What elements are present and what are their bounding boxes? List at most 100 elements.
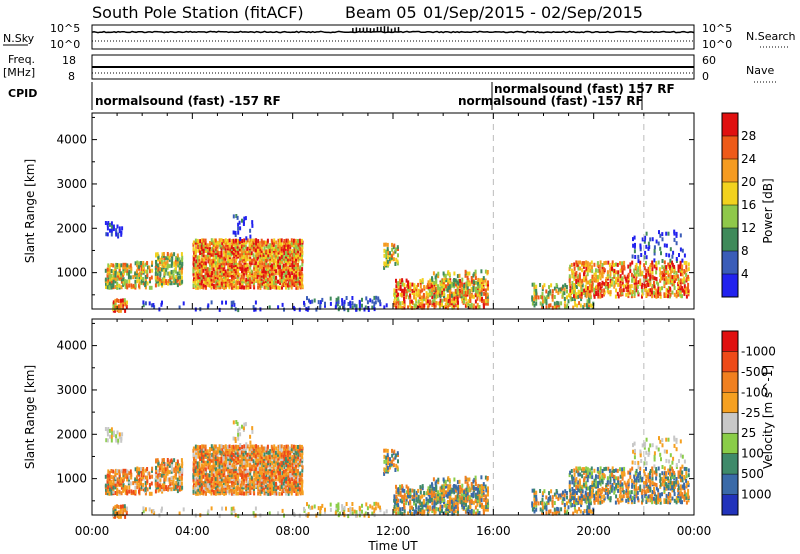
echo-cell: [286, 455, 289, 460]
echo-cell: [569, 288, 572, 293]
echo-cell: [531, 295, 534, 300]
echo-cell: [165, 279, 167, 284]
echo-cell: [387, 262, 390, 266]
echo-cell: [392, 257, 395, 262]
echo-cell: [269, 459, 272, 464]
echo-cell: [564, 299, 567, 303]
echo-cell: [266, 463, 269, 468]
echo-cell: [472, 305, 475, 310]
echo-cell: [613, 263, 615, 267]
echo-cell: [136, 469, 139, 473]
echo-cell: [399, 493, 402, 498]
echo-cell: [270, 269, 273, 274]
echo-cell: [237, 308, 240, 313]
echo-cell: [163, 256, 166, 260]
echo-cell: [192, 448, 195, 453]
echo-cell: [161, 473, 163, 478]
echo-cell: [385, 455, 388, 460]
echo-cell: [644, 250, 647, 255]
echo-cell: [655, 239, 658, 244]
echo-cell: [255, 463, 258, 468]
echo-cell: [279, 247, 282, 252]
echo-cell: [384, 467, 387, 472]
echo-cell: [399, 278, 401, 283]
echo-cell: [474, 293, 477, 298]
echo-cell: [270, 245, 273, 250]
echo-cell: [575, 260, 578, 265]
echo-cell: [617, 274, 620, 279]
echo-cell: [423, 503, 425, 508]
echo-cell: [681, 272, 684, 277]
echo-cell: [253, 444, 256, 449]
echo-cell: [232, 420, 235, 425]
echo-cell: [230, 245, 233, 250]
echo-cell: [212, 242, 215, 247]
echo-cell: [253, 238, 256, 243]
echo-cell: [615, 262, 617, 267]
echo-cell: [198, 475, 201, 480]
echo-cell: [429, 291, 432, 296]
echo-cell: [108, 273, 111, 278]
echo-cell: [178, 487, 181, 492]
echo-cell: [591, 269, 594, 274]
echo-cell: [675, 290, 678, 295]
echo-cell: [413, 283, 416, 288]
echo-cell: [419, 297, 422, 302]
echo-cell: [146, 273, 149, 278]
echo-cell: [211, 281, 214, 286]
echo-cell: [596, 261, 599, 266]
echo-cell: [434, 494, 437, 499]
echo-cell: [435, 278, 438, 283]
echo-cell: [472, 303, 475, 308]
echo-cell: [361, 509, 363, 514]
echo-cell: [156, 271, 159, 276]
echo-cell: [214, 463, 217, 468]
echo-cell: [218, 487, 221, 492]
echo-cell: [238, 445, 241, 450]
echo-cell: [395, 288, 398, 293]
echo-cell: [252, 247, 255, 252]
echo-cell: [269, 263, 272, 268]
echo-cell: [116, 479, 119, 484]
echo-cell: [223, 255, 226, 260]
echo-cell: [480, 298, 483, 303]
echo-cell: [123, 506, 126, 511]
echo-cell: [424, 297, 427, 302]
echo-cell: [287, 489, 289, 494]
echo-cell: [409, 287, 412, 291]
echo-cell: [106, 281, 109, 286]
echo-cell: [161, 483, 164, 488]
echo-cell: [271, 463, 274, 468]
echo-cell: [259, 257, 262, 261]
echo-cell: [173, 261, 176, 266]
echo-cell: [266, 444, 269, 449]
echo-cell: [223, 491, 226, 496]
echo-cell: [421, 494, 424, 499]
echo-cell: [288, 446, 291, 451]
echo-cell: [278, 285, 281, 290]
echo-cell: [588, 291, 591, 296]
echo-cell: [138, 283, 140, 288]
echo-cell: [447, 299, 450, 303]
echo-cell: [280, 278, 283, 283]
echo-cell: [235, 489, 238, 494]
echo-cell: [655, 263, 658, 268]
echo-cell: [633, 278, 636, 283]
echo-cell: [149, 485, 151, 490]
echo-cell: [419, 495, 422, 500]
echo-cell: [223, 281, 226, 286]
echo-cell: [294, 444, 297, 449]
echo-cell: [155, 262, 158, 267]
echo-cell: [403, 511, 406, 516]
echo-cell: [285, 456, 287, 461]
echo-cell: [295, 459, 298, 464]
echo-cell: [636, 290, 639, 295]
echo-cell: [201, 458, 203, 463]
echo-cell: [625, 282, 628, 287]
echo-cell: [248, 446, 251, 451]
echo-cell: [245, 459, 248, 464]
echo-cell: [265, 277, 267, 282]
echo-cell: [239, 277, 242, 282]
echo-cell: [218, 471, 221, 476]
